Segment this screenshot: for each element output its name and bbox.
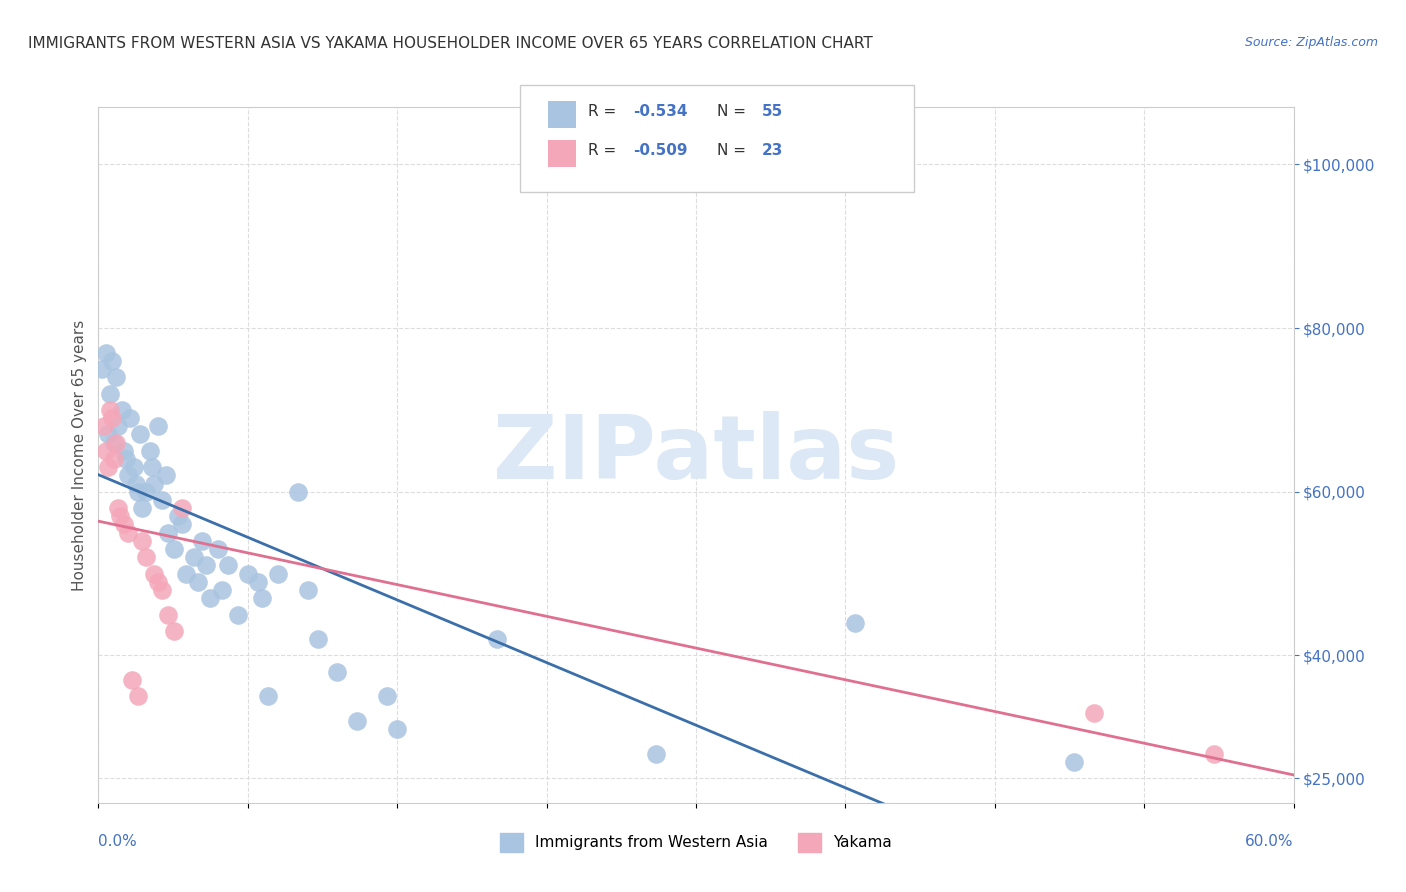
Point xyxy=(346,714,368,728)
Point xyxy=(105,435,128,450)
Point xyxy=(97,427,120,442)
Point xyxy=(150,492,173,507)
Text: R =: R = xyxy=(588,104,621,119)
Text: Source: ZipAtlas.com: Source: ZipAtlas.com xyxy=(1244,36,1378,49)
Point xyxy=(267,566,290,581)
Point xyxy=(97,460,120,475)
Text: 55: 55 xyxy=(762,104,783,119)
Point xyxy=(211,582,233,597)
Point xyxy=(844,615,866,630)
Point xyxy=(645,747,668,761)
Point xyxy=(256,690,278,704)
Text: R =: R = xyxy=(588,144,621,158)
Point xyxy=(131,533,153,548)
Point xyxy=(385,722,409,736)
Point xyxy=(98,386,122,401)
Point xyxy=(107,419,129,434)
Text: 60.0%: 60.0% xyxy=(1246,834,1294,849)
Text: N =: N = xyxy=(717,104,751,119)
Point xyxy=(93,419,115,434)
Point xyxy=(117,525,139,540)
Point xyxy=(217,558,239,573)
Point xyxy=(101,411,124,425)
Point xyxy=(101,353,124,368)
Point xyxy=(111,403,134,417)
Point xyxy=(125,476,148,491)
Point xyxy=(157,607,180,622)
Point xyxy=(96,443,118,458)
Point xyxy=(135,484,157,499)
Point xyxy=(172,501,194,516)
Text: -0.534: -0.534 xyxy=(633,104,688,119)
Point xyxy=(124,460,146,475)
Point xyxy=(148,419,170,434)
Point xyxy=(1063,755,1085,769)
Point xyxy=(246,574,269,589)
Point xyxy=(107,501,129,516)
Point xyxy=(297,582,319,597)
Point xyxy=(198,591,221,606)
Point xyxy=(167,509,190,524)
Point xyxy=(236,566,259,581)
Point xyxy=(129,427,152,442)
Point xyxy=(163,624,186,638)
Point xyxy=(485,632,508,646)
Legend: Immigrants from Western Asia, Yakama: Immigrants from Western Asia, Yakama xyxy=(494,827,898,858)
Point xyxy=(131,501,153,516)
Point xyxy=(141,460,163,475)
Point xyxy=(150,582,173,597)
Point xyxy=(139,443,162,458)
Text: ZIPatlas: ZIPatlas xyxy=(494,411,898,499)
Point xyxy=(163,542,186,557)
Point xyxy=(1202,747,1225,761)
Point xyxy=(1083,706,1105,720)
Point xyxy=(326,665,349,679)
Point xyxy=(91,362,114,376)
Point xyxy=(191,533,214,548)
Text: IMMIGRANTS FROM WESTERN ASIA VS YAKAMA HOUSEHOLDER INCOME OVER 65 YEARS CORRELAT: IMMIGRANTS FROM WESTERN ASIA VS YAKAMA H… xyxy=(28,36,873,51)
Point xyxy=(183,550,205,565)
Text: -0.509: -0.509 xyxy=(633,144,688,158)
Y-axis label: Householder Income Over 65 years: Householder Income Over 65 years xyxy=(72,319,87,591)
Point xyxy=(103,435,125,450)
Point xyxy=(207,542,229,557)
Point xyxy=(117,468,139,483)
Point xyxy=(105,370,128,384)
Text: 23: 23 xyxy=(762,144,783,158)
Point xyxy=(115,452,138,467)
Point xyxy=(143,566,166,581)
Point xyxy=(287,484,309,499)
Point xyxy=(157,525,180,540)
Point xyxy=(195,558,218,573)
Point xyxy=(148,574,170,589)
Point xyxy=(103,452,125,467)
Point xyxy=(143,476,166,491)
Text: N =: N = xyxy=(717,144,751,158)
Point xyxy=(121,673,143,687)
Point xyxy=(127,484,149,499)
Point xyxy=(96,345,118,359)
Point xyxy=(135,550,157,565)
Point xyxy=(127,690,149,704)
Point xyxy=(307,632,329,646)
Point xyxy=(112,517,135,532)
Point xyxy=(120,411,142,425)
Text: 0.0%: 0.0% xyxy=(98,834,138,849)
Point xyxy=(110,509,132,524)
Point xyxy=(172,517,194,532)
Point xyxy=(174,566,197,581)
Point xyxy=(112,443,135,458)
Point xyxy=(226,607,249,622)
Point xyxy=(155,468,177,483)
Point xyxy=(375,690,398,704)
Point xyxy=(250,591,273,606)
Point xyxy=(187,574,209,589)
Point xyxy=(98,403,122,417)
